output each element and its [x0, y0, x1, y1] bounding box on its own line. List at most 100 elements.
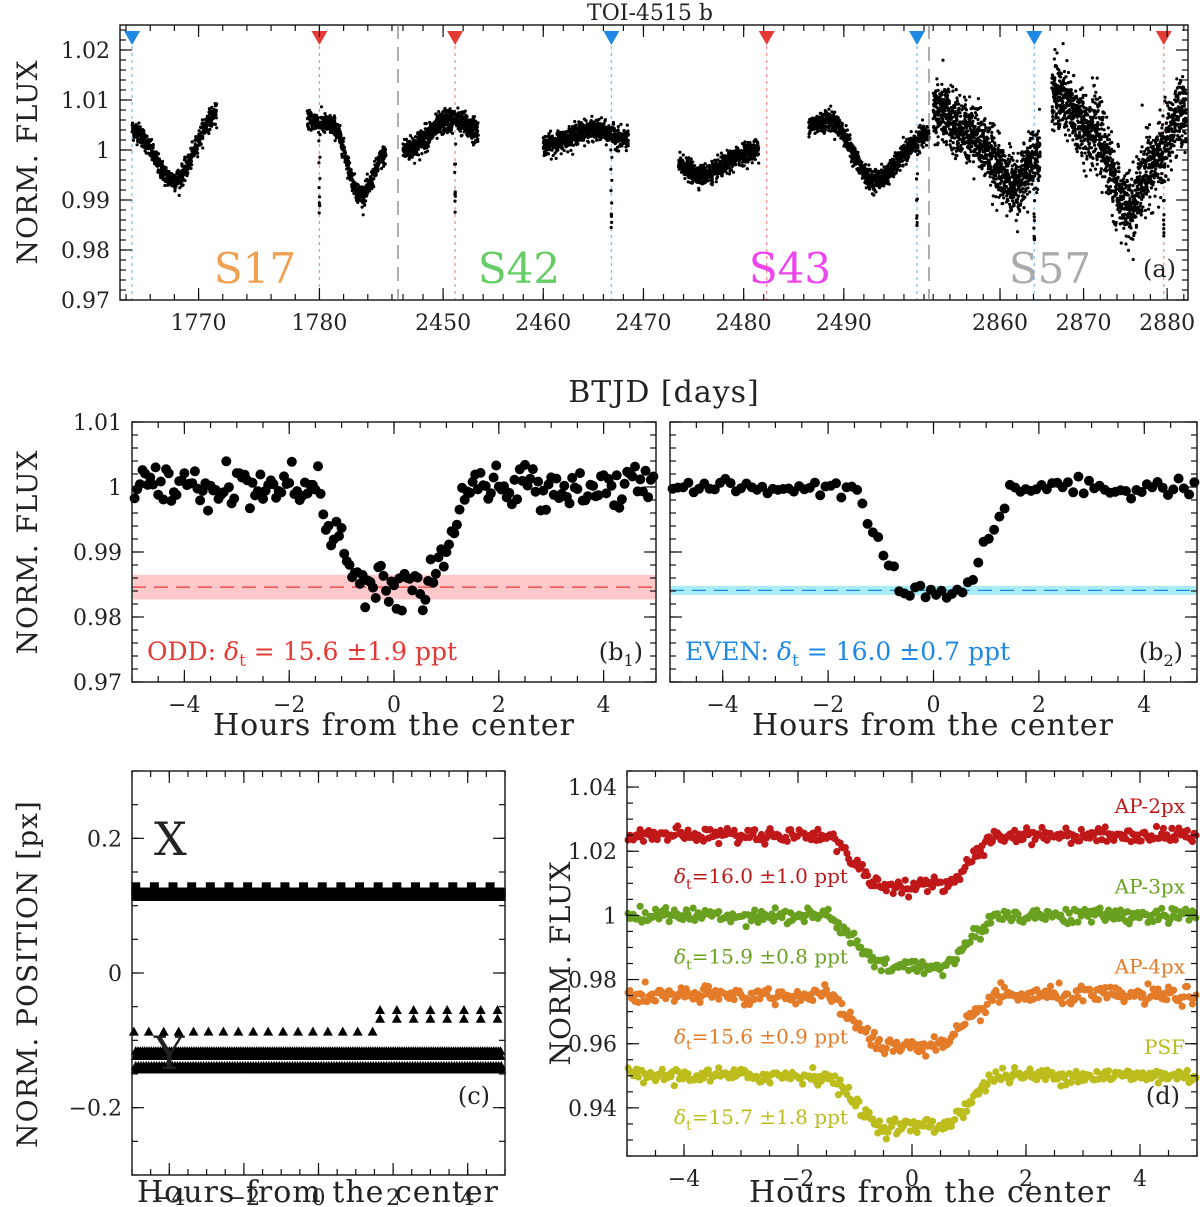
lightcurve-point	[959, 114, 963, 118]
lightcurve-point	[953, 106, 957, 110]
panel-a-data	[124, 31, 1188, 300]
lightcurve-point	[357, 198, 361, 202]
lightcurve-point	[196, 155, 200, 159]
lightcurve-point	[936, 83, 940, 87]
even-transit-marker	[124, 31, 141, 45]
lightcurve-point	[867, 187, 872, 191]
lightcurve-point	[372, 185, 376, 189]
lightcurve-point	[956, 141, 961, 145]
lightcurve-point	[330, 130, 334, 135]
lightcurve-point	[476, 139, 480, 143]
lightcurve-point	[915, 223, 919, 228]
lightcurve-point	[729, 168, 734, 172]
lightcurve-point	[867, 163, 871, 167]
lightcurve-point	[714, 180, 718, 184]
lightcurve-point	[342, 136, 346, 140]
lightcurve-point	[918, 123, 922, 127]
lightcurve-point	[922, 141, 926, 145]
lightcurve-point	[150, 137, 154, 142]
lightcurve-point	[947, 101, 951, 105]
lightcurve-point	[583, 144, 587, 148]
lightcurve-point	[610, 201, 614, 205]
lightcurve-point	[753, 157, 757, 161]
lightcurve-point	[338, 124, 342, 128]
lightcurve-point	[955, 96, 959, 100]
lightcurve-point	[416, 153, 421, 157]
lightcurve-point	[958, 111, 962, 115]
lightcurve-point	[177, 193, 181, 197]
lightcurve-point	[333, 116, 337, 120]
lightcurve-point	[965, 161, 969, 165]
lightcurve-point	[916, 143, 920, 148]
lightcurve-point	[972, 177, 976, 181]
lightcurve-point	[361, 213, 365, 217]
lightcurve-point	[731, 170, 736, 174]
lightcurve-point	[609, 189, 613, 193]
lightcurve-point	[863, 162, 868, 167]
lightcurve-point	[951, 89, 955, 93]
lightcurve-point	[453, 199, 457, 203]
lightcurve-point	[909, 130, 913, 134]
lightcurve-point	[476, 121, 480, 125]
lightcurve-point	[697, 188, 701, 192]
lightcurve-point	[968, 95, 972, 99]
lightcurve-point	[138, 125, 142, 129]
lightcurve-point	[935, 77, 939, 81]
lightcurve-point	[318, 133, 322, 137]
lightcurve-point	[160, 159, 165, 163]
odd-transit-marker	[1155, 31, 1172, 45]
lightcurve-point	[316, 115, 320, 119]
lightcurve-point	[453, 210, 457, 214]
lightcurve-point	[953, 157, 958, 161]
lightcurve-point	[978, 150, 982, 154]
lightcurve-point	[135, 124, 140, 128]
lightcurve-point	[316, 123, 320, 127]
lightcurve-point	[872, 193, 876, 197]
lightcurve-point	[976, 121, 980, 126]
lightcurve-point	[921, 145, 925, 149]
lightcurve-point	[691, 160, 695, 164]
lightcurve-point	[972, 136, 976, 140]
lightcurve-point	[208, 127, 212, 132]
lightcurve-point	[130, 121, 135, 125]
lightcurve-point	[348, 161, 352, 165]
lightcurve-point	[941, 58, 945, 62]
lightcurve-point	[840, 122, 844, 126]
lightcurve-point	[460, 133, 464, 137]
lightcurve-point	[918, 151, 922, 155]
lightcurve-point	[559, 152, 563, 156]
lightcurve-point	[936, 88, 940, 92]
lightcurve-point	[959, 143, 963, 148]
lightcurve-point	[848, 137, 852, 141]
even-transit-marker	[908, 31, 925, 45]
lightcurve-point	[151, 143, 155, 147]
lightcurve-point	[957, 106, 961, 110]
lightcurve-point	[360, 205, 364, 209]
lightcurve-point	[562, 148, 566, 153]
lightcurve-point	[626, 129, 630, 133]
lightcurve-point	[333, 139, 337, 143]
lightcurve-point	[860, 160, 864, 164]
lightcurve-point	[475, 125, 479, 129]
lightcurve-point	[940, 93, 944, 97]
lightcurve-point	[364, 199, 368, 203]
lightcurve-point	[616, 125, 620, 129]
lightcurve-point	[571, 152, 575, 156]
lightcurve-point	[465, 114, 469, 119]
lightcurve-point	[193, 142, 197, 146]
lightcurve-point	[413, 161, 417, 165]
lightcurve-point	[745, 167, 749, 171]
lightcurve-point	[342, 145, 347, 149]
lightcurve-point	[591, 140, 595, 144]
lightcurve-point	[603, 118, 608, 122]
lightcurve-point	[946, 93, 950, 97]
lightcurve-point	[569, 148, 573, 152]
lightcurve-point	[844, 124, 848, 128]
lightcurve-point	[195, 147, 199, 151]
lightcurve-point	[823, 127, 828, 131]
lightcurve-point	[463, 109, 467, 113]
lightcurve-point	[190, 140, 194, 144]
lightcurve-point	[599, 116, 604, 120]
lightcurve-point	[609, 225, 613, 230]
